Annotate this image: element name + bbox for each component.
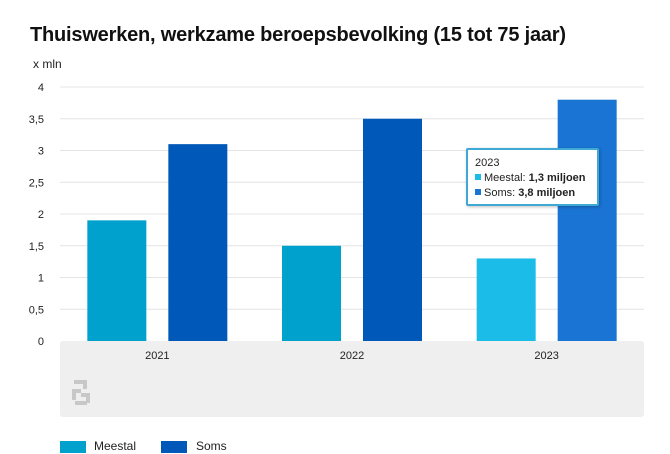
y-tick-label: 4	[38, 82, 44, 94]
tooltip-value-soms: 3,8 miljoen	[518, 187, 576, 199]
bar-meestal-2023[interactable]	[476, 258, 536, 341]
bar-soms-2023[interactable]	[557, 99, 617, 341]
tooltip-line-soms: Soms: 3,8 miljoen	[475, 186, 590, 201]
tooltip-value-meestal: 1,3 miljoen	[528, 172, 586, 184]
y-tick-label: 0	[38, 336, 44, 348]
y-tick-label: 1,5	[29, 241, 44, 253]
tooltip: 2023 Meestal: 1,3 miljoen Soms: 3,8 milj…	[466, 148, 599, 206]
bar-meestal-2021[interactable]	[87, 220, 147, 341]
tooltip-line-meestal: Meestal: 1,3 miljoen	[475, 171, 590, 186]
chart-title: Thuiswerken, werkzame beroepsbevolking (…	[30, 24, 566, 46]
legend-swatch-meestal	[60, 441, 86, 453]
y-axis-unit-label: x mln	[33, 57, 62, 71]
y-tick-label: 3,5	[29, 114, 44, 126]
y-tick-label: 2,5	[29, 177, 44, 189]
x-tick-label-2022: 2022	[340, 350, 364, 362]
y-tick-label: 3	[38, 146, 44, 158]
tooltip-swatch-soms	[475, 189, 481, 195]
x-tick-label-2021: 2021	[145, 350, 169, 362]
legend-label-meestal: Meestal	[94, 439, 137, 453]
bar-soms-2022[interactable]	[363, 118, 422, 341]
x-tick-label-2023: 2023	[534, 350, 558, 362]
bar-meestal-2022[interactable]	[282, 245, 341, 341]
tooltip-title: 2023	[475, 157, 500, 169]
tooltip-swatch-meestal	[475, 174, 481, 180]
cbs-logo-icon	[72, 380, 90, 405]
tooltip-label-meestal: Meestal:	[484, 172, 526, 184]
y-tick-label: 0,5	[29, 304, 44, 316]
bar-soms-2021[interactable]	[168, 144, 228, 341]
x-axis-band	[60, 341, 644, 417]
y-tick-label: 2	[38, 209, 44, 221]
y-tick-label: 1	[38, 273, 44, 285]
tooltip-label-soms: Soms:	[484, 187, 516, 199]
legend-swatch-soms	[161, 441, 187, 453]
legend-label-soms: Soms	[196, 439, 227, 453]
